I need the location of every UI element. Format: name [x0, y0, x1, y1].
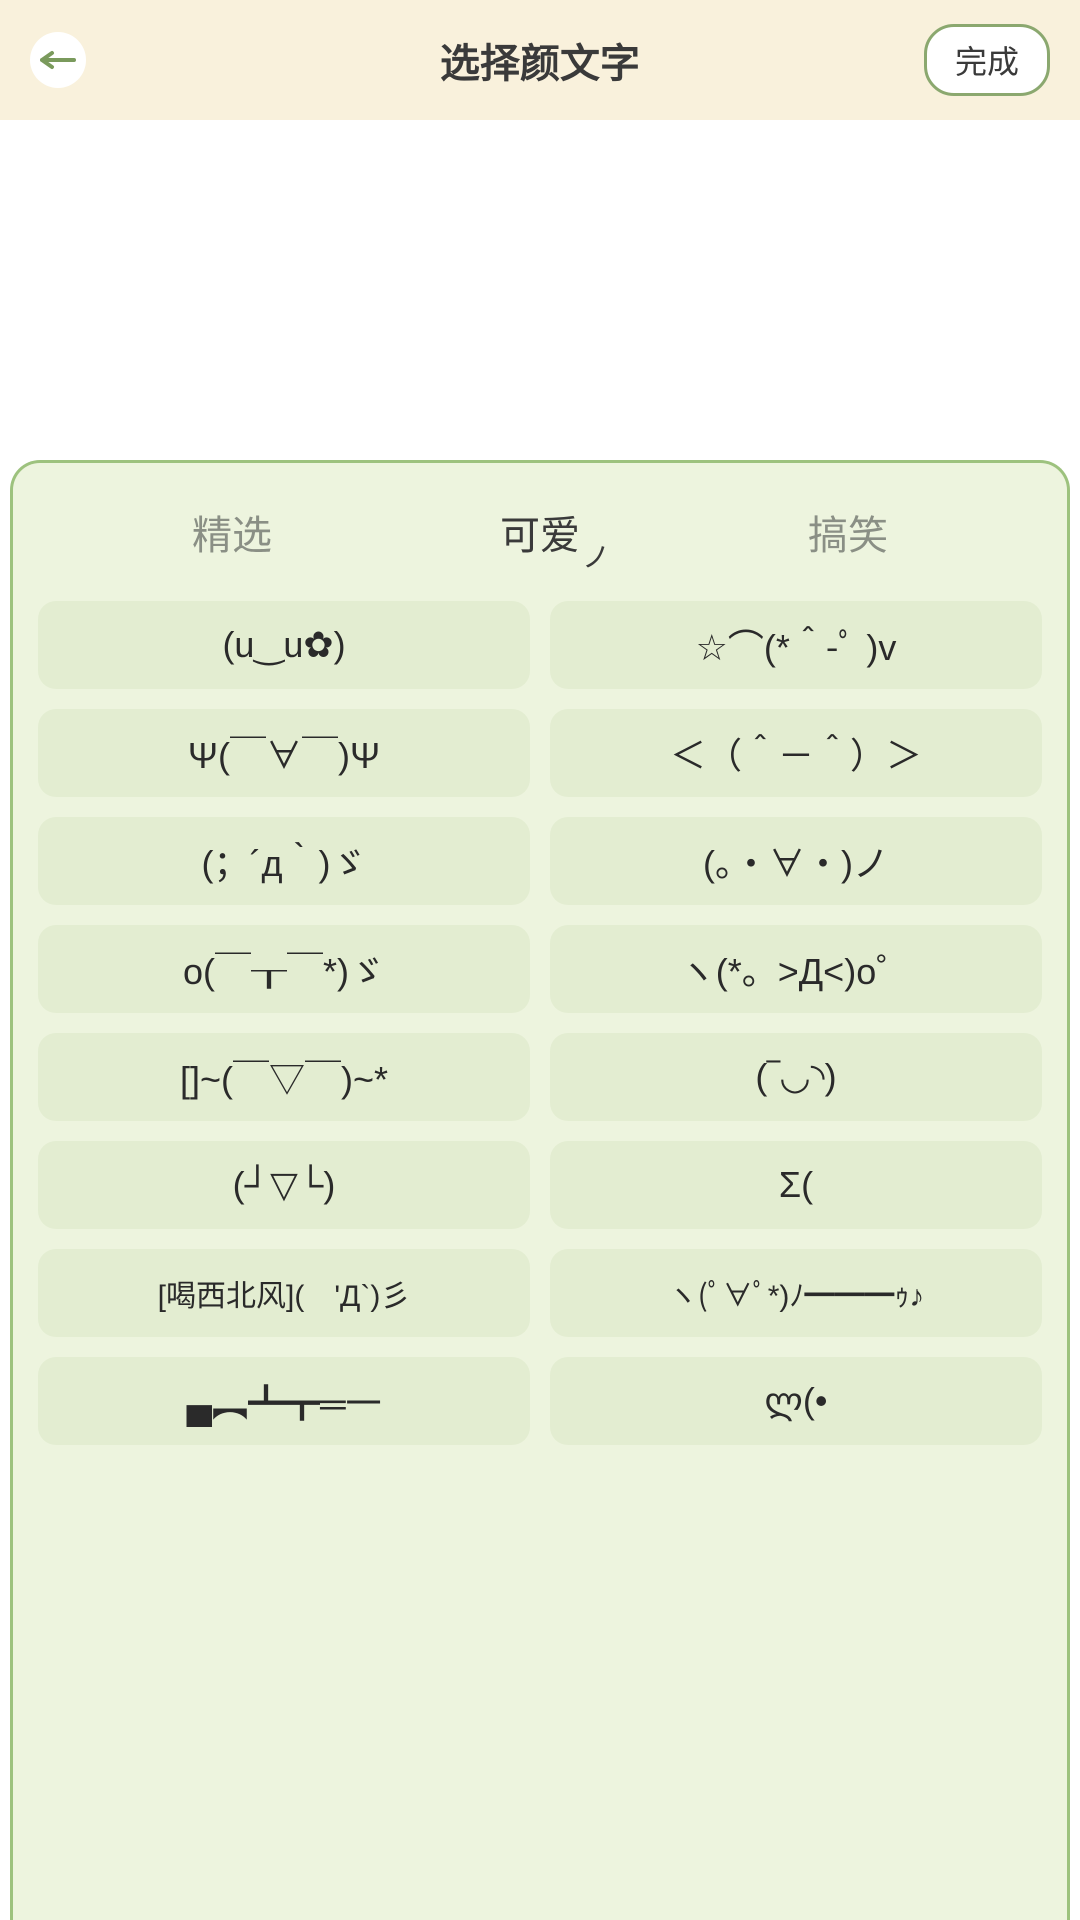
kaomoji-cell[interactable]: ＜（＾－＾）＞	[550, 709, 1042, 797]
kaomoji-cell[interactable]: o(￣┰￣*)ゞ	[38, 925, 530, 1013]
kaomoji-cell[interactable]: ☆⌒(*＾-ﾟ )v	[550, 601, 1042, 689]
kaomoji-cell[interactable]: ლ(•	[550, 1357, 1042, 1445]
back-button[interactable]	[30, 32, 86, 88]
kaomoji-cell[interactable]: (‾◡◝)	[550, 1033, 1042, 1121]
content-area	[0, 120, 1080, 460]
page-title: 选择颜文字	[440, 31, 640, 89]
kaomoji-cell[interactable]: Σ(	[550, 1141, 1042, 1229]
kaomoji-cell[interactable]: (┘▽└)	[38, 1141, 530, 1229]
category-tabs: 精选 可爱 ノ 搞笑	[38, 493, 1042, 571]
kaomoji-cell[interactable]: ▄︻┻┳═一	[38, 1357, 530, 1445]
tab-featured[interactable]: 精选	[192, 503, 272, 561]
kaomoji-keyboard-panel: 精选 可爱 ノ 搞笑 (u‿u✿) ☆⌒(*＾-ﾟ )v Ψ(￣∀￣)Ψ ＜（＾…	[10, 460, 1070, 1920]
kaomoji-cell[interactable]: [喝西北风]( 'Д`)彡	[38, 1249, 530, 1337]
kaomoji-cell[interactable]: (。・∀・)ノ	[550, 817, 1042, 905]
back-arrow-icon	[40, 50, 76, 70]
tab-cute[interactable]: 可爱 ノ	[500, 503, 580, 561]
tab-funny[interactable]: 搞笑	[808, 503, 888, 561]
done-button[interactable]: 完成	[924, 24, 1050, 96]
kaomoji-cell[interactable]: []~(￣▽￣)~*	[38, 1033, 530, 1121]
kaomoji-cell[interactable]: (u‿u✿)	[38, 601, 530, 689]
header-bar: 选择颜文字 完成	[0, 0, 1080, 120]
kaomoji-cell[interactable]: Ψ(￣∀￣)Ψ	[38, 709, 530, 797]
kaomoji-cell[interactable]: (；´д｀)ゞ	[38, 817, 530, 905]
kaomoji-cell[interactable]: ヽ(ﾟ∀ﾟ*)ﾉ━━━ｩ♪	[550, 1249, 1042, 1337]
kaomoji-grid: (u‿u✿) ☆⌒(*＾-ﾟ )v Ψ(￣∀￣)Ψ ＜（＾－＾）＞ (；´д｀)…	[38, 601, 1042, 1445]
tab-indicator-icon: ノ	[582, 536, 610, 576]
tab-cute-label: 可爱	[500, 514, 580, 558]
kaomoji-cell[interactable]: ヽ(*。>Д<)o゜	[550, 925, 1042, 1013]
